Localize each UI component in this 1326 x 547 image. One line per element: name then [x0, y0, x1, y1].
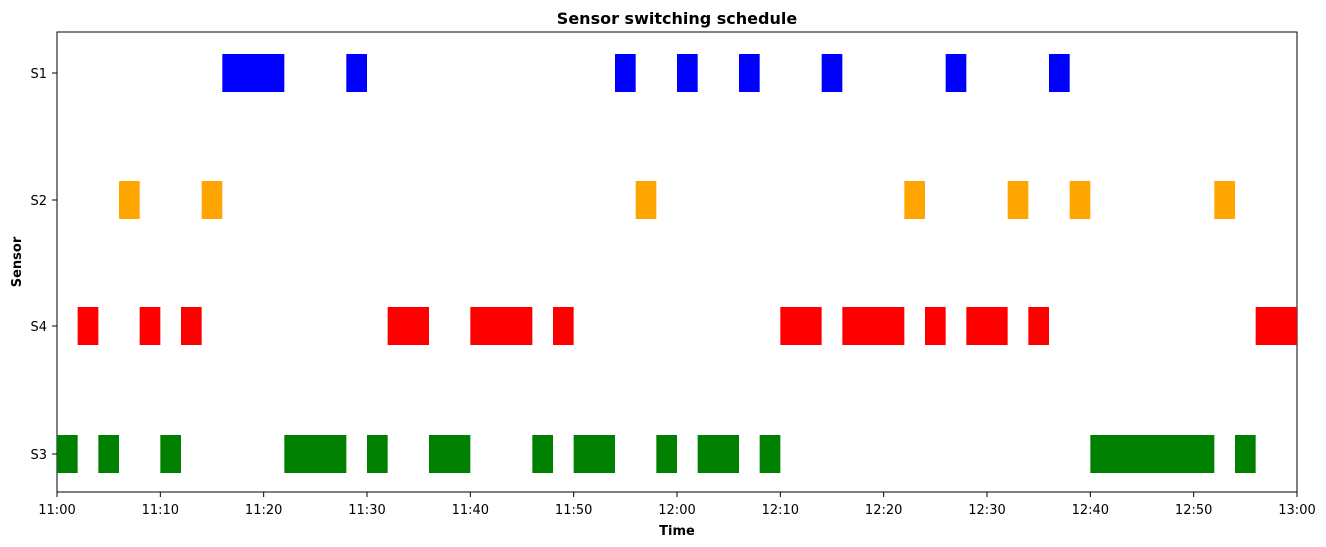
x-tick-label: 11:20	[245, 503, 282, 518]
x-tick-label: 11:30	[348, 503, 385, 518]
bar-s2-3	[904, 181, 925, 219]
bar-s1-7	[1049, 54, 1070, 92]
bar-s4-5	[553, 307, 574, 345]
bar-s2-6	[1214, 181, 1235, 219]
y-tick-label: S1	[30, 67, 47, 82]
bar-s3-9	[697, 435, 739, 473]
bar-s4-7	[842, 307, 905, 345]
plot-area	[56, 31, 1298, 493]
chart-title: Sensor switching schedule	[557, 9, 798, 28]
x-tick-label: 13:00	[1278, 503, 1315, 518]
bar-s2-2	[635, 181, 657, 219]
y-tick-label: S3	[30, 448, 47, 463]
bar-s3-7	[573, 435, 615, 473]
bar-s1-6	[945, 54, 967, 92]
bar-s3-8	[656, 435, 677, 473]
y-tick-label: S2	[30, 194, 47, 209]
x-axis: 11:00 11:10 11:20 11:30 11:40 11:50 12:00 12:10…	[38, 492, 1316, 518]
x-tick-label: 12:00	[658, 503, 695, 518]
bar-s2-4	[1007, 181, 1029, 219]
bar-s1-1	[346, 54, 367, 92]
bar-s2-5	[1069, 181, 1091, 219]
bar-s1-4	[739, 54, 760, 92]
x-tick-label: 12:50	[1175, 503, 1212, 518]
bar-s3-0	[57, 435, 78, 473]
bar-s1-5	[821, 54, 843, 92]
y-axis: S1 S2 S4 S3	[30, 67, 57, 463]
bar-s4-6	[780, 307, 822, 345]
bar-s4-2	[181, 307, 202, 345]
bar-s4-4	[470, 307, 533, 345]
x-tick-label: 12:40	[1072, 503, 1109, 518]
x-tick-label: 12:20	[865, 503, 902, 518]
x-tick-label: 11:10	[142, 503, 179, 518]
bar-s3-11	[1090, 435, 1215, 473]
x-tick-label: 11:40	[452, 503, 489, 518]
bar-s2-1	[201, 181, 223, 219]
bar-s3-5	[429, 435, 471, 473]
x-axis-label: Time	[659, 524, 695, 539]
bar-s4-0	[77, 307, 99, 345]
bar-s3-4	[367, 435, 388, 473]
bar-s4-9	[966, 307, 1008, 345]
bar-s4-1	[139, 307, 161, 345]
bar-s1-3	[677, 54, 698, 92]
bar-s3-12	[1235, 435, 1256, 473]
bar-s3-3	[284, 435, 347, 473]
bar-s3-1	[98, 435, 119, 473]
bar-s3-6	[532, 435, 553, 473]
bar-s3-2	[160, 435, 181, 473]
bar-s3-10	[759, 435, 781, 473]
bar-s4-11	[1255, 307, 1297, 345]
bar-s4-8	[925, 307, 946, 345]
bar-s1-2	[615, 54, 636, 92]
bar-s2-0	[119, 181, 140, 219]
x-tick-label: 11:50	[555, 503, 592, 518]
x-tick-label: 12:30	[968, 503, 1005, 518]
bar-s4-3	[387, 307, 429, 345]
bar-s4-10	[1028, 307, 1049, 345]
x-tick-label: 11:00	[38, 503, 75, 518]
y-axis-label: Sensor	[10, 236, 25, 287]
bar-s1-0	[222, 54, 285, 92]
bars-layer	[57, 54, 1297, 473]
y-tick-label: S4	[30, 320, 47, 335]
x-tick-label: 12:10	[762, 503, 799, 518]
